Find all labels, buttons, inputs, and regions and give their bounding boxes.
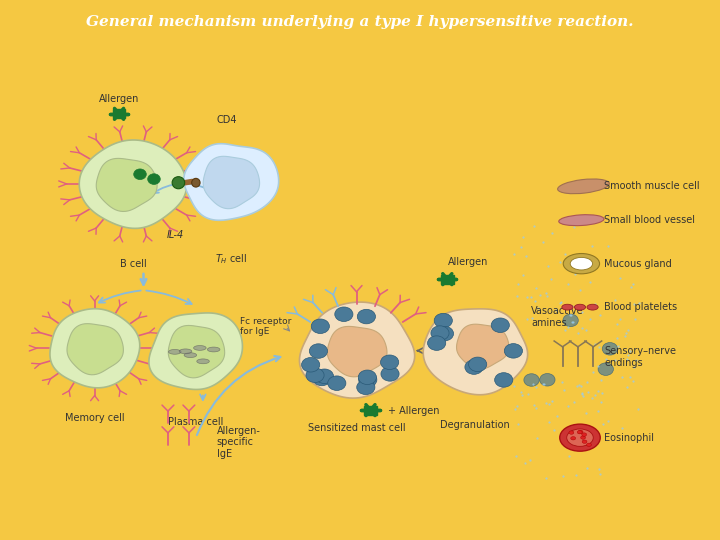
- Text: CD4: CD4: [217, 115, 238, 125]
- Text: Memory cell: Memory cell: [65, 414, 125, 423]
- Ellipse shape: [575, 304, 585, 310]
- Text: Eosinophil: Eosinophil: [605, 433, 654, 443]
- Ellipse shape: [168, 349, 181, 354]
- Ellipse shape: [436, 326, 454, 341]
- Ellipse shape: [598, 363, 613, 375]
- Text: Mucous gland: Mucous gland: [605, 259, 672, 269]
- Text: IL-4: IL-4: [166, 230, 184, 240]
- Polygon shape: [67, 323, 123, 375]
- Ellipse shape: [148, 174, 161, 184]
- Ellipse shape: [569, 431, 574, 434]
- Ellipse shape: [335, 307, 353, 321]
- Text: Sensory–nerve
endings: Sensory–nerve endings: [605, 346, 677, 368]
- Ellipse shape: [587, 304, 598, 310]
- Ellipse shape: [172, 177, 185, 189]
- FancyBboxPatch shape: [113, 110, 125, 118]
- Text: Blood platelets: Blood platelets: [605, 302, 678, 312]
- Ellipse shape: [357, 309, 375, 324]
- Ellipse shape: [580, 436, 585, 439]
- Ellipse shape: [602, 342, 618, 355]
- Ellipse shape: [431, 326, 449, 340]
- Text: Allergen: Allergen: [448, 257, 488, 267]
- Text: Small blood vessel: Small blood vessel: [605, 215, 696, 225]
- Ellipse shape: [312, 371, 331, 386]
- Ellipse shape: [207, 347, 220, 352]
- FancyBboxPatch shape: [364, 406, 377, 415]
- Ellipse shape: [315, 369, 333, 383]
- Ellipse shape: [504, 343, 523, 358]
- Ellipse shape: [428, 336, 446, 350]
- Text: Smooth muscle cell: Smooth muscle cell: [605, 181, 700, 191]
- Text: General mechanism underlying a type I hypersensitive reaction.: General mechanism underlying a type I hy…: [86, 15, 634, 29]
- Ellipse shape: [328, 376, 346, 390]
- Ellipse shape: [356, 380, 375, 395]
- Text: Allergen: Allergen: [99, 94, 139, 104]
- Polygon shape: [300, 302, 415, 398]
- Ellipse shape: [559, 424, 600, 451]
- Ellipse shape: [306, 368, 324, 382]
- Text: Degranulation: Degranulation: [441, 420, 510, 430]
- Ellipse shape: [184, 353, 197, 357]
- Text: Plasma cell: Plasma cell: [168, 417, 224, 427]
- Text: Allergen-
specific
IgE: Allergen- specific IgE: [217, 426, 261, 459]
- Ellipse shape: [302, 357, 320, 372]
- Text: Fc receptor
for IgE: Fc receptor for IgE: [240, 317, 292, 336]
- Polygon shape: [149, 313, 243, 389]
- Polygon shape: [96, 158, 157, 212]
- Polygon shape: [184, 144, 279, 220]
- Text: $T_H$ cell: $T_H$ cell: [215, 253, 247, 266]
- Ellipse shape: [381, 355, 399, 369]
- Polygon shape: [328, 326, 387, 377]
- Polygon shape: [423, 309, 528, 395]
- Ellipse shape: [434, 313, 452, 328]
- Ellipse shape: [524, 374, 539, 386]
- Ellipse shape: [559, 215, 604, 226]
- Text: B cell: B cell: [120, 259, 146, 269]
- Ellipse shape: [570, 258, 593, 270]
- Text: Vasoactive
amines: Vasoactive amines: [531, 306, 584, 328]
- Ellipse shape: [359, 373, 377, 387]
- Ellipse shape: [197, 359, 210, 364]
- Polygon shape: [456, 324, 509, 369]
- Ellipse shape: [465, 360, 483, 374]
- Ellipse shape: [469, 357, 487, 372]
- Ellipse shape: [381, 367, 399, 381]
- Ellipse shape: [563, 314, 578, 327]
- Polygon shape: [79, 140, 186, 228]
- Ellipse shape: [192, 178, 200, 187]
- Ellipse shape: [540, 374, 555, 386]
- Ellipse shape: [582, 433, 587, 436]
- Polygon shape: [203, 156, 260, 208]
- Ellipse shape: [558, 179, 609, 194]
- Ellipse shape: [562, 304, 573, 310]
- Ellipse shape: [567, 429, 593, 447]
- Ellipse shape: [578, 430, 583, 434]
- Ellipse shape: [310, 344, 328, 359]
- FancyBboxPatch shape: [441, 275, 454, 284]
- Polygon shape: [50, 309, 140, 388]
- Ellipse shape: [563, 253, 600, 274]
- Ellipse shape: [587, 443, 591, 447]
- Text: + Allergen: + Allergen: [388, 406, 439, 416]
- Ellipse shape: [571, 437, 575, 440]
- Polygon shape: [168, 326, 225, 378]
- Ellipse shape: [491, 318, 509, 333]
- Ellipse shape: [582, 440, 587, 443]
- Ellipse shape: [495, 373, 513, 387]
- Ellipse shape: [311, 319, 329, 334]
- Ellipse shape: [134, 169, 146, 180]
- Text: Sensitized mast cell: Sensitized mast cell: [307, 423, 405, 433]
- Ellipse shape: [577, 430, 582, 434]
- Ellipse shape: [359, 370, 377, 384]
- Ellipse shape: [194, 346, 206, 350]
- Ellipse shape: [179, 349, 192, 354]
